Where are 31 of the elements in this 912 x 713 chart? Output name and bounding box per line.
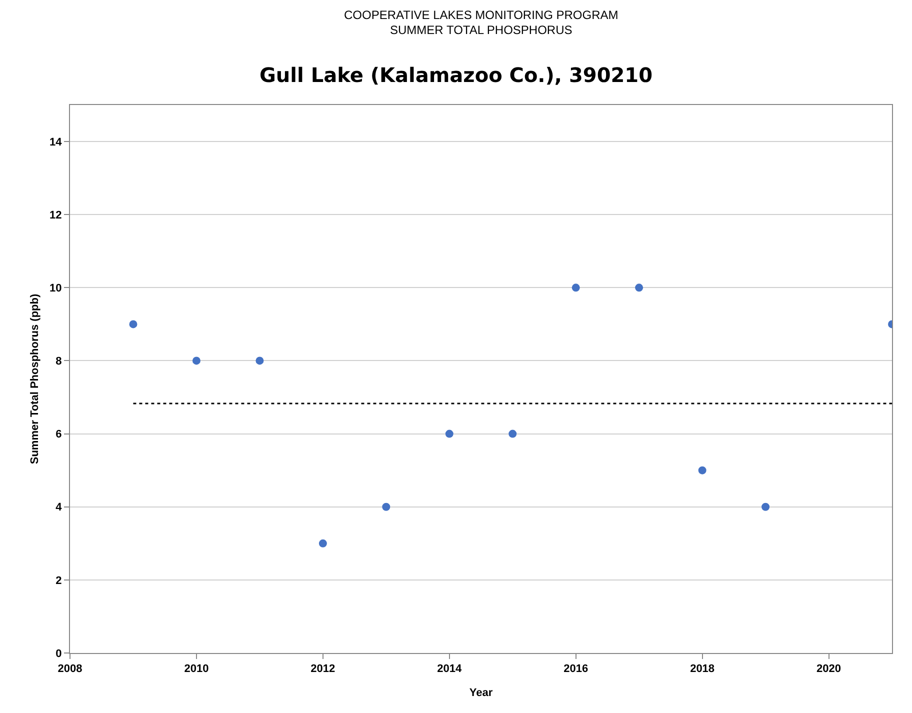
y-tick-label: 14 (50, 136, 63, 148)
point (445, 430, 454, 438)
text: COOPERATIVE LAKES MONITORING PROGRAM (344, 8, 618, 22)
point (192, 356, 200, 365)
x-tick-label: 2018 (690, 663, 715, 676)
y-tick-label: 0 (56, 648, 62, 660)
x-tick-label: 2016 (564, 663, 588, 676)
y-tick-label: 8 (56, 356, 62, 368)
point (256, 356, 264, 365)
text: SUMMER TOTAL PHOSPHORUS (390, 23, 572, 37)
y-tick-label: 12 (50, 209, 62, 222)
point (382, 502, 390, 511)
point (318, 539, 327, 548)
x-tick-label: 2020 (816, 663, 842, 676)
x-tick-label: 2010 (184, 663, 209, 676)
y-axis-title: Summer Total Phosphorus (ppb) (29, 294, 41, 464)
point (508, 430, 517, 438)
point (129, 320, 138, 328)
x-axis-title: Year (469, 687, 494, 699)
x-tick-label: 2012 (310, 663, 336, 676)
point (698, 466, 706, 474)
y-tick-label: 4 (56, 502, 63, 514)
point (635, 284, 644, 292)
x-tick-label: 2008 (58, 663, 82, 676)
point (572, 284, 580, 292)
y-tick-label: 2 (56, 574, 62, 587)
y-tick-label: 10 (50, 282, 62, 295)
point (762, 502, 770, 511)
chart-title: Gull Lake (Kalamazoo Co.), 390210 (260, 62, 652, 87)
x-tick-label: 2014 (437, 663, 462, 676)
y-tick-label: 6 (56, 428, 62, 441)
